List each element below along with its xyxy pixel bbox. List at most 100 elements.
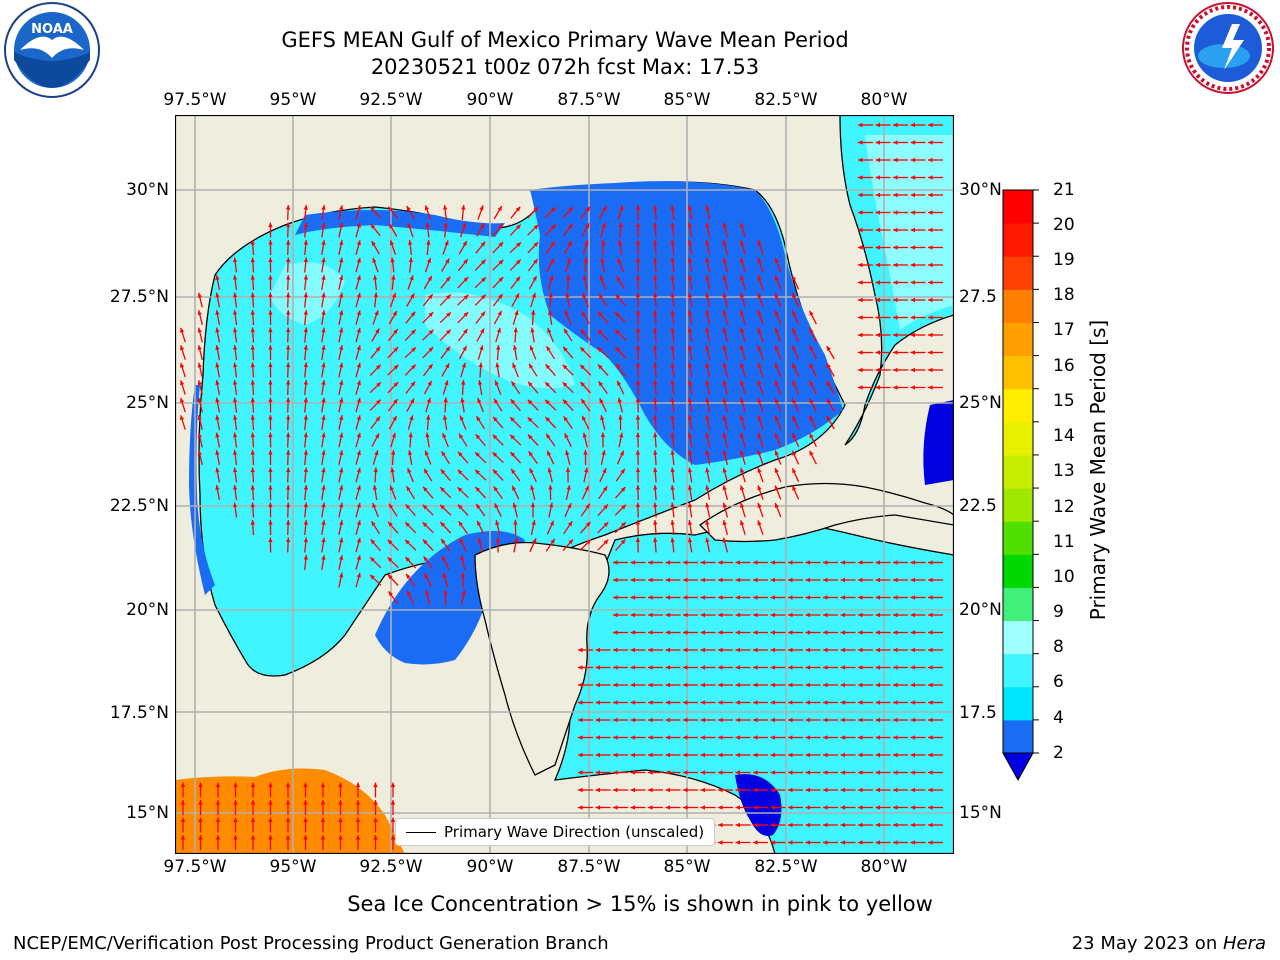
wave-arrow-head — [893, 210, 898, 215]
wave-arrow-head — [442, 433, 447, 438]
wave-arrow-head — [910, 157, 915, 163]
wave-arrow-head — [356, 502, 361, 508]
colorbar-tick: 2 — [1053, 743, 1064, 763]
wave-arrow-head — [582, 415, 587, 421]
wave-arrow-head — [233, 292, 238, 298]
wave-arrow-head — [457, 504, 463, 510]
wave-arrow-head — [339, 345, 344, 350]
wave-arrow-head — [770, 577, 775, 583]
wave-arrow-head — [373, 782, 378, 787]
wave-arrow-head — [585, 223, 590, 229]
wave-arrow-head — [303, 817, 308, 822]
wave-arrow-head — [893, 315, 898, 320]
wave-arrow-head — [390, 835, 396, 840]
wave-arrow-head — [498, 242, 504, 247]
wave-arrow-head — [683, 560, 688, 565]
wave-arrow-head — [753, 665, 758, 670]
wave-arrow-head — [805, 612, 810, 618]
wave-arrow-head — [597, 347, 603, 352]
wave-arrow-head — [496, 345, 501, 350]
wave-arrow-head — [648, 577, 653, 583]
wave-arrow-head — [339, 327, 344, 333]
wave-arrow-head — [615, 347, 621, 352]
wave-arrow-head — [286, 240, 291, 245]
wave-arrow-head — [630, 682, 635, 688]
wave-arrow-head — [893, 367, 898, 373]
wave-arrow-head — [250, 362, 255, 368]
wave-arrow-head — [444, 380, 449, 386]
wave-arrow-head — [740, 362, 745, 368]
wave-arrow-head — [461, 205, 466, 210]
wave-arrow-head — [648, 665, 653, 670]
wave-arrow-head — [910, 350, 915, 355]
wave-arrow-head — [578, 665, 583, 670]
map-frame — [175, 115, 954, 854]
footer-left: NCEP/EMC/Verification Post Processing Pr… — [13, 933, 609, 954]
wave-arrow-head — [621, 504, 626, 510]
wave-arrow-head — [648, 805, 653, 810]
wave-arrow-head — [858, 367, 863, 373]
wave-arrow-head — [687, 292, 693, 298]
wave-arrow-head — [512, 502, 517, 508]
wave-arrow-head — [424, 450, 429, 456]
wave-arrow-head — [391, 432, 396, 438]
wave-arrow-head — [303, 537, 308, 543]
wave-arrow-head — [286, 205, 291, 210]
wave-arrow-head — [303, 520, 308, 525]
wave-arrow-head — [621, 522, 626, 527]
wave-arrow-head — [512, 363, 517, 368]
lon-label: 97.5°W — [163, 857, 227, 877]
lon-label: 85°W — [663, 857, 711, 877]
wave-arrow-head — [665, 735, 670, 740]
wave-arrow-head — [388, 591, 393, 597]
wave-arrow-head — [718, 717, 723, 723]
wave-arrow-head — [338, 800, 343, 805]
wave-arrow-head — [705, 380, 710, 385]
wave-arrow-head — [826, 416, 831, 421]
wave-arrow-head — [355, 817, 361, 822]
wave-arrow-head — [550, 538, 555, 544]
wave-arrow-head — [215, 782, 221, 787]
wave-arrow-head — [250, 380, 255, 385]
wave-arrow-head — [753, 595, 758, 600]
wave-arrow-head — [595, 682, 600, 688]
wave-arrow-head — [740, 380, 745, 386]
wave-arrow-head — [613, 595, 618, 600]
wave-arrow-head — [928, 630, 933, 635]
wave-arrow-head — [805, 665, 810, 670]
wave-arrow-head — [893, 175, 898, 180]
wave-arrow-head — [617, 258, 622, 263]
wave-arrow-head — [567, 521, 573, 527]
wave-arrow-head — [735, 822, 740, 828]
wave-arrow-head — [858, 350, 863, 355]
wave-arrow-head — [388, 206, 393, 212]
wave-arrow-head — [823, 840, 828, 845]
wave-arrow-head — [268, 432, 273, 437]
wave-arrow-head — [442, 572, 447, 578]
wave-arrow-head — [498, 277, 504, 282]
wave-arrow-head — [233, 485, 238, 490]
wave-arrow-head — [740, 275, 745, 281]
wave-arrow-head — [653, 520, 658, 525]
colorbar-block — [1003, 421, 1033, 456]
wave-arrow-head — [215, 292, 220, 298]
wave-arrow-head — [653, 397, 658, 403]
wave-arrow-head — [735, 647, 740, 653]
wave-arrow-head — [428, 347, 434, 352]
wave-arrow-head — [425, 590, 430, 596]
wave-arrow-head — [875, 192, 880, 198]
wave-arrow-head — [840, 717, 845, 723]
wave-arrow-head — [893, 612, 898, 618]
lat-label: 15°N — [126, 803, 169, 823]
colorbar-block — [1003, 190, 1033, 224]
wave-arrow-head — [683, 787, 688, 793]
wave-arrow-head — [683, 805, 688, 810]
wave-arrow-head — [339, 240, 344, 245]
wave-arrow-head — [805, 840, 810, 845]
wave-arrow-head — [492, 434, 498, 440]
wave-arrow-head — [630, 560, 635, 565]
wave-arrow-head — [774, 468, 779, 473]
wave-arrow-head — [858, 560, 863, 565]
wave-arrow-head — [493, 486, 498, 492]
wave-arrow-head — [463, 277, 469, 282]
